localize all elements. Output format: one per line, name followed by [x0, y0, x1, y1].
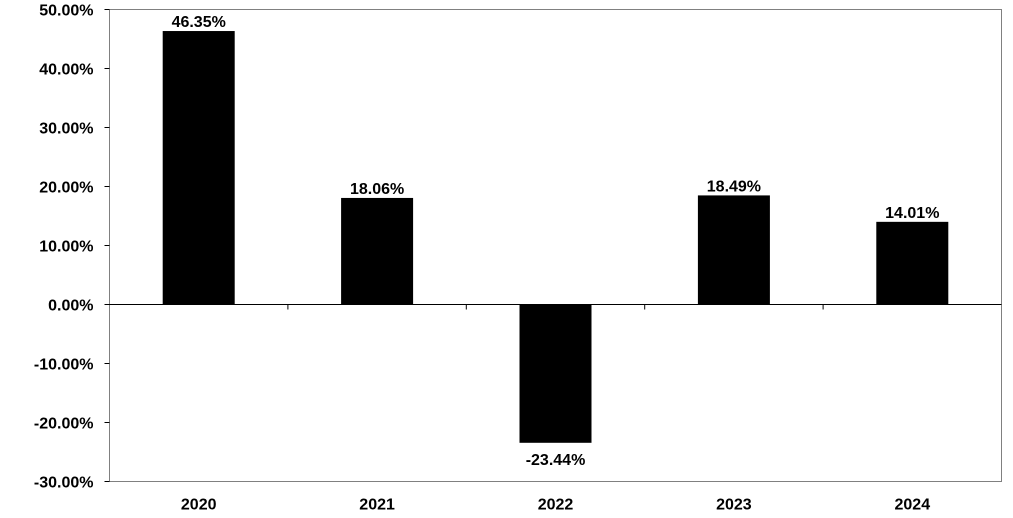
x-axis-ticks	[287, 304, 824, 310]
y-axis: 50.00% 40.00% 30.00% 20.00% 10.00% 0.00% -10.0…	[34, 3, 110, 492]
data-label: 14.01%	[885, 205, 939, 222]
data-labels: 46.35% 18.06% -23.44% 18.49% 14.01%	[172, 14, 940, 469]
y-tick-label: 40.00%	[39, 62, 93, 79]
data-label: 18.06%	[350, 181, 404, 198]
y-tick-label: 10.00%	[39, 239, 93, 256]
bar-2022	[519, 304, 592, 443]
bars	[162, 31, 949, 443]
x-tick-label: 2021	[359, 497, 395, 514]
data-label: 46.35%	[172, 14, 226, 31]
bar-2021	[341, 197, 414, 305]
x-axis: 2020 2021 2022 2023 2024	[181, 497, 930, 514]
bar-2024	[876, 221, 949, 305]
y-tick-label: 30.00%	[39, 121, 93, 138]
x-tick-label: 2020	[181, 497, 217, 514]
y-tick-label: 20.00%	[39, 180, 93, 197]
y-tick-label: -10.00%	[34, 357, 94, 374]
data-label: 18.49%	[707, 178, 761, 195]
data-label: -23.44%	[526, 452, 586, 469]
y-tick-label: -20.00%	[34, 416, 94, 433]
x-tick-label: 2024	[895, 497, 931, 514]
x-tick-label: 2023	[716, 497, 752, 514]
x-tick-label: 2022	[538, 497, 574, 514]
y-tick-label: 0.00%	[48, 298, 93, 315]
y-tick-label: -30.00%	[34, 475, 94, 492]
bar-2020	[162, 31, 235, 305]
bar-2023	[697, 195, 770, 305]
y-tick-label: 50.00%	[39, 3, 93, 20]
